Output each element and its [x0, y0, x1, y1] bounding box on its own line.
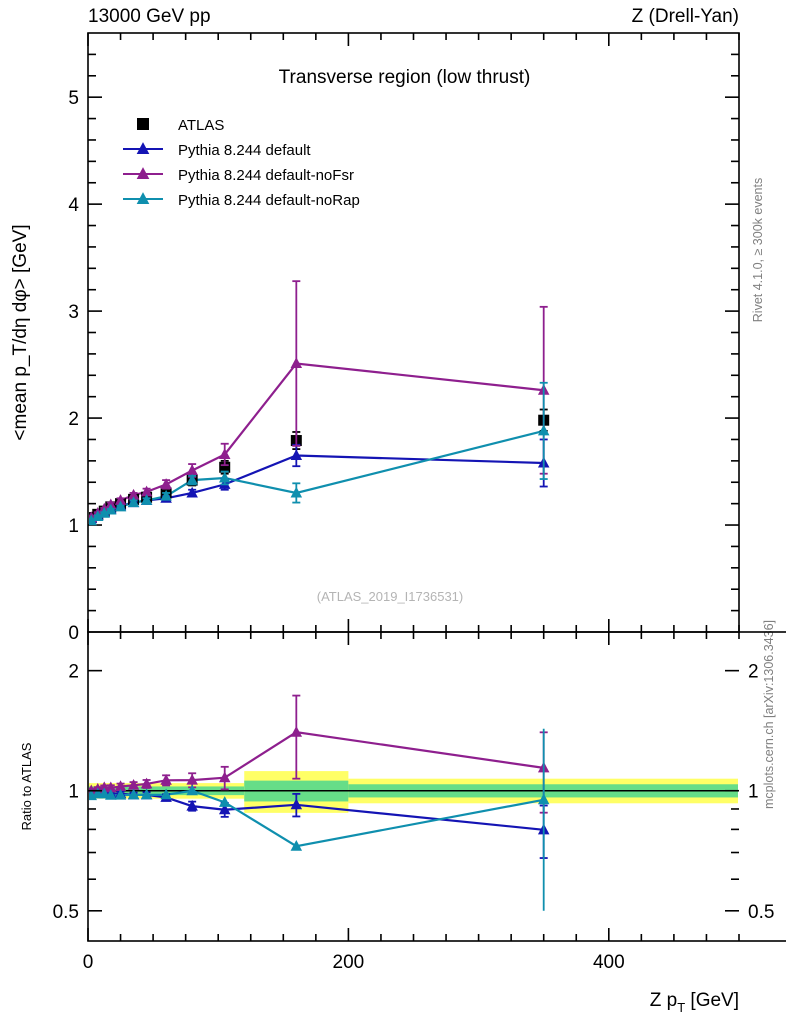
- y-tick-label-4: 4: [68, 195, 79, 216]
- x-tick-label-400: 400: [593, 952, 625, 973]
- ratio-point-blue: [218, 803, 231, 815]
- ratio-y-tick-label-left-2: 2: [68, 662, 79, 683]
- header-right: Z (Drell-Yan): [632, 6, 739, 27]
- legend-label-0: ATLAS: [178, 117, 224, 134]
- ratio-y-tick-label-left-0.5: 0.5: [53, 902, 79, 923]
- ratio-point-purple: [127, 779, 140, 790]
- ratio-y-axis-label: Ratio to ATLAS: [19, 742, 34, 830]
- ratio-point-purple: [290, 725, 303, 737]
- plot-title: Transverse region (low thrust): [279, 67, 531, 88]
- legend-label-2: Pythia 8.244 default-noFsr: [178, 167, 354, 184]
- data-point-teal: [114, 500, 127, 512]
- data-point-teal: [98, 507, 111, 518]
- x-axis-label: Z pT [GeV]: [650, 990, 739, 1015]
- x-tick-label-0: 0: [83, 952, 94, 973]
- series-group: [89, 694, 738, 911]
- y-axis-label: <mean p_T/dη dφ> [GeV]: [10, 224, 31, 440]
- legend-marker-3: [136, 192, 150, 204]
- legend-marker-0: [137, 118, 149, 130]
- data-point-teal: [218, 471, 231, 483]
- watermark: (ATLAS_2019_I1736531): [317, 589, 463, 604]
- data-point-blue: [290, 449, 303, 461]
- ratio-y-tick-label-right-1: 1: [748, 782, 759, 803]
- ratio-point-purple: [218, 771, 231, 783]
- data-point-purple: [160, 478, 172, 489]
- ratio-point-teal: [160, 788, 172, 800]
- ratio-point-teal: [98, 787, 111, 799]
- data-point-teal: [537, 424, 550, 436]
- y-tick-label-5: 5: [68, 88, 79, 109]
- header-left: 13000 GeV pp: [88, 6, 211, 27]
- ratio-point-purple: [186, 773, 198, 785]
- ratio-y-tick-label-left-1: 1: [68, 782, 79, 803]
- data-point-purple: [127, 488, 140, 500]
- x-tick-label-200: 200: [333, 952, 365, 973]
- ratio-point-teal: [218, 796, 231, 807]
- data-point-teal: [92, 510, 104, 521]
- ratio-point-blue: [186, 799, 198, 811]
- y-tick-label-0: 0: [68, 623, 79, 644]
- legend-marker-1: [136, 142, 150, 154]
- data-point-purple: [114, 494, 127, 505]
- side-annotation-top: Rivet 4.1.0, ≥ 300k events: [751, 178, 765, 322]
- series-group: [89, 280, 550, 526]
- ratio-point-purple: [140, 777, 153, 789]
- y-tick-label-1: 1: [68, 516, 79, 537]
- ratio-point-teal: [186, 784, 198, 796]
- data-point-teal: [160, 489, 172, 501]
- side-annotation-bottom: mcplots.cern.ch [arXiv:1306.3436]: [762, 620, 776, 809]
- data-point-blue: [186, 486, 198, 498]
- series-line-purple: [90, 362, 544, 519]
- ratio-point-teal: [290, 839, 303, 851]
- series-line-teal: [90, 429, 544, 522]
- legend-marker-2: [136, 167, 150, 179]
- data-point-teal: [140, 494, 153, 505]
- ratio-point-teal: [114, 788, 127, 800]
- data-point-teal: [186, 473, 198, 485]
- data-point-teal: [105, 503, 117, 515]
- ratio-point-purple: [160, 774, 172, 785]
- ratio-y-tick-label-right-0.5: 0.5: [748, 902, 774, 923]
- y-tick-label-2: 2: [68, 409, 79, 430]
- legend-label-1: Pythia 8.244 default: [178, 142, 311, 159]
- legend-label-3: Pythia 8.244 default-noRap: [178, 192, 360, 209]
- data-point-purple: [140, 485, 153, 497]
- ratio-panel-frame: [87, 631, 786, 942]
- y-tick-label-3: 3: [68, 302, 79, 323]
- ratio-point-teal: [105, 789, 117, 800]
- ratio-point-purple: [105, 781, 117, 793]
- ratio-y-tick-label-right-2: 2: [748, 662, 759, 683]
- data-point-teal: [127, 496, 140, 508]
- ratio-point-teal: [140, 788, 153, 800]
- ratio-point-purple: [114, 780, 127, 791]
- data-point-purple: [218, 448, 231, 459]
- data-point-purple: [290, 357, 303, 369]
- ratio-point-blue: [290, 798, 303, 810]
- data-point-data: [219, 461, 231, 473]
- ratio-point-teal: [127, 788, 140, 800]
- data-point-teal: [290, 486, 303, 498]
- data-point-purple: [186, 464, 198, 475]
